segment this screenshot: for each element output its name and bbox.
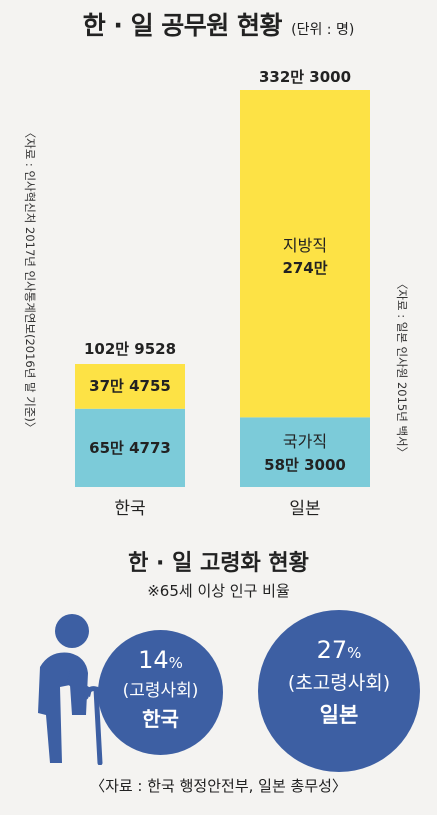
chart-title: 한 · 일 공무원 현황 (단위 : 명): [0, 6, 437, 42]
total-label-korea: 102만 9528: [83, 340, 177, 358]
footer-source: 〈자료 : 한국 행정안전부, 일본 총무성〉: [90, 777, 347, 795]
japan-local-name: 지방직: [282, 236, 328, 255]
bar-korea-local: [75, 364, 185, 409]
title-main: 한 · 일 공무원 현황: [82, 11, 283, 40]
section2-title: 한 · 일 고령화 현황: [128, 551, 309, 576]
bar-korea-national: [75, 408, 185, 487]
korea-country: 한국: [142, 707, 179, 731]
section2-note: ※65세 이상 인구 비율: [147, 582, 290, 600]
japan-national-name: 국가직: [282, 432, 328, 451]
category-label-japan: 일본: [289, 499, 321, 519]
japan-aging-circle: 27% (초고령사회) 일본: [258, 610, 420, 772]
japan-aging-label: (초고령사회): [287, 672, 391, 694]
japan-percent: 27%: [316, 636, 362, 664]
bar-japan-national: [240, 417, 370, 487]
korea-percent: 14%: [138, 646, 183, 674]
japan-local-value: 274만: [282, 259, 328, 277]
bar-japan-local: [240, 90, 370, 418]
japan-national-value: 58만 3000: [264, 456, 346, 474]
bar-svg: [75, 90, 370, 487]
elderly-figure-icon: [38, 614, 103, 765]
total-label-japan: 332만 3000: [258, 68, 352, 86]
korea-national-label: 65만 4773: [89, 439, 171, 457]
category-label-korea: 한국: [114, 499, 146, 519]
bar-chart: 102만 9528 332만 3000 37만 4755 65만 4773 지방…: [75, 68, 370, 519]
korea-aging-circle: 14% (고령사회) 한국: [98, 630, 223, 755]
title-unit: (단위 : 명): [291, 22, 355, 38]
korea-local-label: 37만 4755: [89, 377, 171, 395]
korea-aging-label: (고령사회): [122, 681, 199, 701]
japan-country: 일본: [319, 703, 359, 727]
